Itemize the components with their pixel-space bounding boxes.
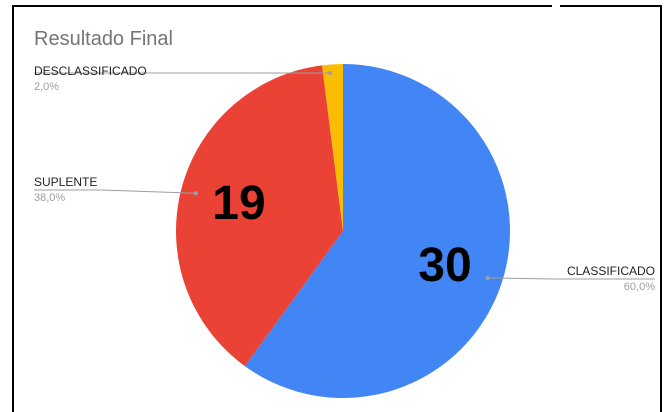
leader-dot: [485, 275, 490, 280]
leader-dot: [328, 71, 332, 75]
pie-slice-suplente[interactable]: [176, 65, 343, 367]
data-label-19: 19: [212, 177, 265, 230]
frame-gap: [552, 0, 560, 9]
data-label-30: 30: [418, 239, 471, 292]
slice-percent-suplente: 38,0%: [34, 192, 65, 204]
pie-slice-desclassificado[interactable]: [322, 64, 343, 231]
chart-frame: [12, 5, 662, 412]
leader-line-classificado: [487, 277, 655, 280]
slice-label-desclassificado: DESCLASSIFICADO: [34, 64, 147, 78]
slice-percent-desclassificado: 2,0%: [34, 81, 59, 93]
slice-percent-classificado: 60,0%: [624, 281, 655, 293]
leader-dot: [193, 191, 198, 196]
leader-line-suplente: [34, 189, 196, 194]
pie-slice-classificado[interactable]: [244, 64, 511, 398]
slice-label-classificado: CLASSIFICADO: [567, 264, 655, 278]
slice-label-suplente: SUPLENTE: [34, 175, 97, 189]
chart-title: Resultado Final: [34, 28, 173, 50]
